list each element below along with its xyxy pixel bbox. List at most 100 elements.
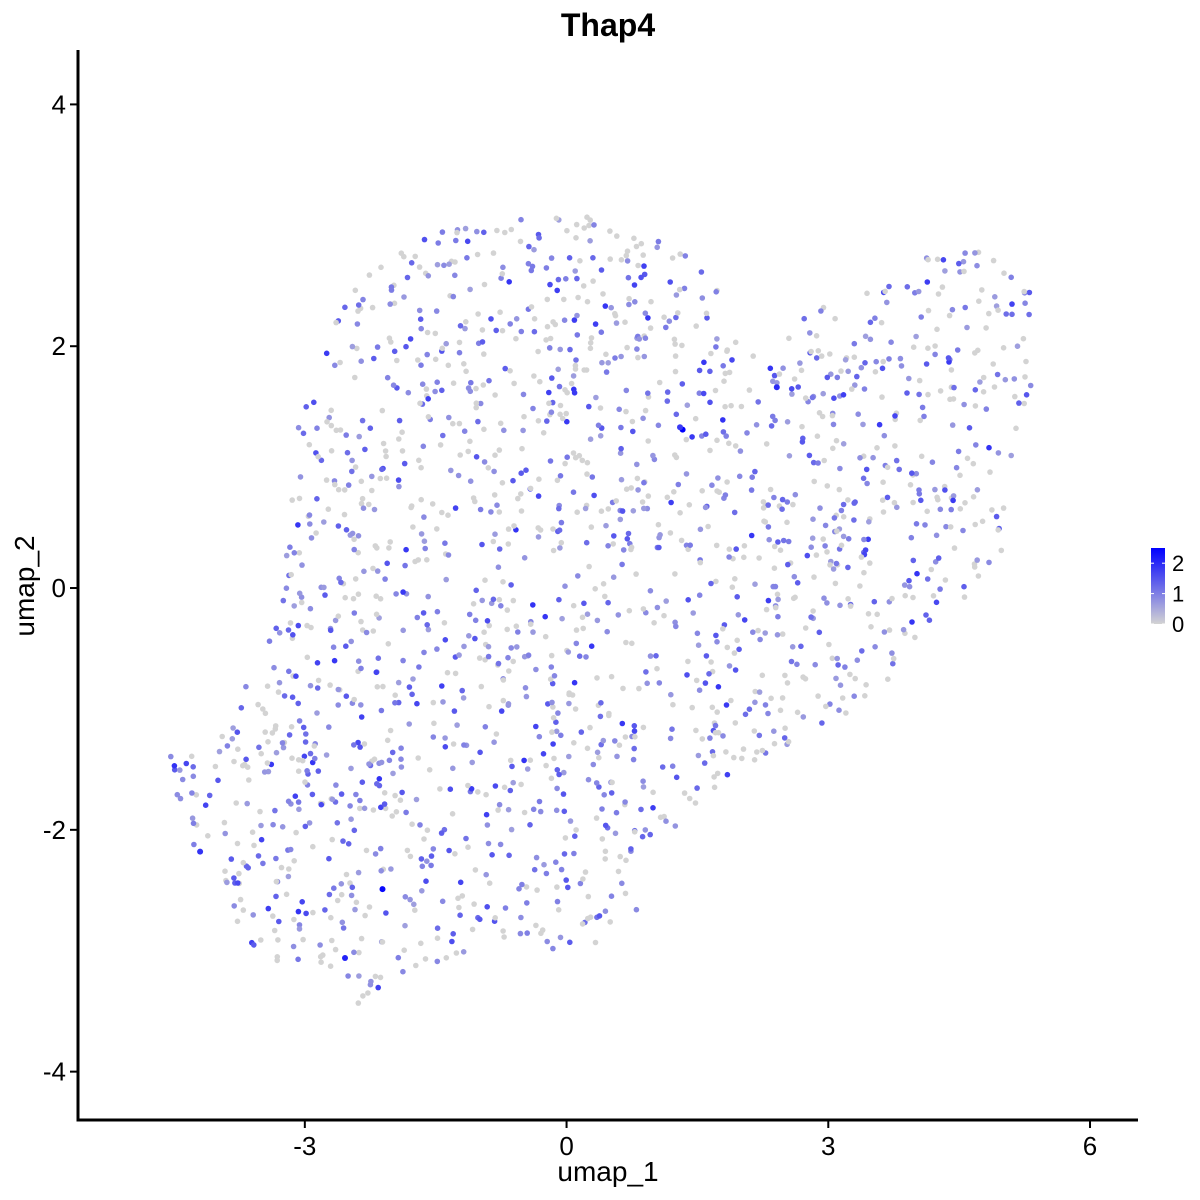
scatter-point [302,823,309,830]
scatter-point [643,669,649,675]
scatter-point [570,602,577,609]
scatter-point [296,495,303,502]
scatter-point [295,622,302,629]
scatter-point [609,779,615,786]
scatter-point [322,592,328,598]
scatter-point [619,561,625,568]
scatter-point [445,552,452,558]
scatter-point [555,276,562,283]
scatter-point [355,533,362,539]
scatter-point [888,339,894,346]
scatter-point [542,613,548,620]
scatter-point [838,368,844,374]
scatter-point [913,521,920,527]
scatter-point [302,779,308,785]
scatter-point [337,359,343,366]
scatter-point [1012,393,1018,400]
scatter-point [608,893,615,899]
scatter-point [547,335,554,342]
scatter-point [1026,289,1033,296]
scatter-point [904,390,910,396]
scatter-point [547,281,553,288]
scatter-point [332,617,339,624]
scatter-point [453,237,459,244]
scatter-point [768,695,774,702]
scatter-point [432,356,439,363]
scatter-point [372,851,379,857]
scatter-point [308,535,315,541]
scatter-point [774,632,781,638]
scatter-point [973,442,979,448]
scatter-point [171,763,178,769]
scatter-point [335,702,342,708]
scatter-point [404,274,411,281]
scatter-point [750,629,756,635]
scatter-point [238,705,245,711]
scatter-point [485,653,492,660]
scatter-point [490,250,497,256]
scatter-point [901,582,908,588]
scatter-point [425,273,432,279]
scatter-point [555,366,561,373]
scatter-point [777,707,784,714]
scatter-point [746,706,753,712]
scatter-point [942,487,948,493]
scatter-point [893,457,900,464]
scatter-point [417,316,424,323]
scatter-point [961,583,967,590]
scatter-point [274,957,281,964]
scatter-point [404,847,411,854]
scatter-point [255,701,261,708]
scatter-point [235,746,241,752]
scatter-point [531,316,538,322]
scatter-point [866,519,872,525]
scatter-point [924,279,931,285]
scatter-point [935,291,942,297]
scatter-point [635,262,641,269]
scatter-point [890,660,896,667]
scatter-point [1000,505,1007,511]
scatter-point [1011,376,1018,382]
scatter-point [265,739,271,745]
scatter-point [833,437,840,444]
scatter-point [437,442,444,448]
scatter-point [713,289,719,295]
scatter-point [339,919,346,926]
scatter-point [296,922,303,928]
scatter-point [461,742,467,748]
scatter-point [283,585,290,591]
scatter-point [898,363,905,369]
scatter-point [1021,400,1027,407]
x-axis-title: umap_1 [557,1156,658,1187]
scatter-point [822,543,828,549]
scatter-point [553,215,560,222]
scatter-point [530,405,536,412]
scatter-point [295,522,301,528]
scatter-point [732,443,739,449]
scatter-point [230,725,236,731]
scatter-point [962,304,968,311]
scatter-point [932,559,939,565]
scatter-point [280,744,287,751]
scatter-point [618,353,624,360]
scatter-point [961,268,967,275]
scatter-point [369,473,375,480]
scatter-point [291,603,298,609]
scatter-point [402,562,408,569]
legend-tick-label: 0 [1172,612,1184,637]
scatter-point [573,640,580,647]
scatter-point [450,931,457,937]
scatter-point [826,641,832,648]
scatter-point [329,836,336,843]
scatter-point [777,547,784,553]
scatter-point [655,422,662,429]
scatter-point [449,938,455,945]
scatter-point [590,254,596,261]
scatter-point [741,554,747,561]
scatter-point [813,552,820,558]
scatter-point [329,937,335,944]
scatter-point [631,723,638,729]
scatter-point [573,627,580,633]
scatter-point [891,499,898,506]
scatter-point [269,730,276,736]
